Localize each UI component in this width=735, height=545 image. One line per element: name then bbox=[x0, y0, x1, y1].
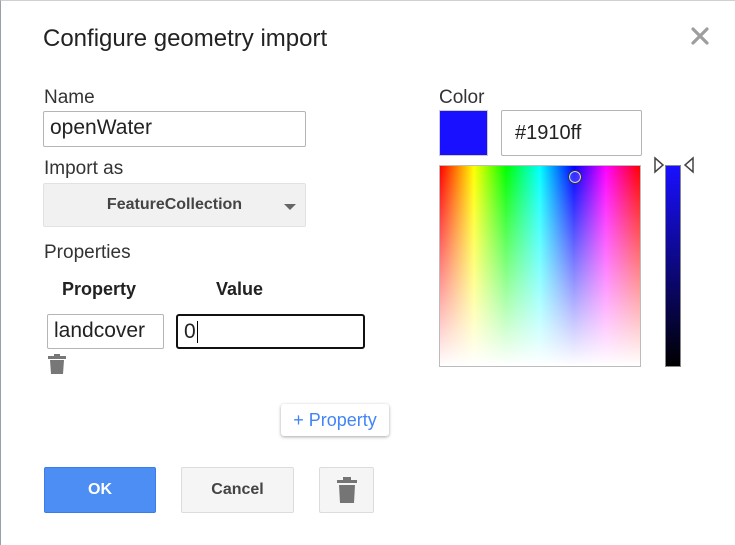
color-label: Color bbox=[439, 87, 485, 108]
delete-property-icon[interactable] bbox=[48, 354, 66, 374]
color-swatch[interactable] bbox=[439, 110, 488, 156]
property-name-input[interactable]: landcover bbox=[47, 314, 164, 349]
text-cursor bbox=[196, 321, 198, 344]
value-slider[interactable] bbox=[665, 165, 681, 367]
color-picker-handle[interactable] bbox=[568, 170, 582, 184]
slider-right-arrow-icon[interactable] bbox=[683, 156, 695, 174]
property-value-text: 0 bbox=[184, 320, 196, 343]
add-property-button[interactable]: + Property bbox=[281, 404, 389, 436]
ok-button[interactable]: OK bbox=[44, 467, 156, 513]
saturation-gradient bbox=[440, 166, 640, 366]
cancel-button[interactable]: Cancel bbox=[181, 467, 294, 513]
import-as-label: Import as bbox=[44, 158, 124, 179]
value-column-header: Value bbox=[216, 279, 264, 299]
trash-icon bbox=[336, 477, 357, 503]
property-column-header: Property bbox=[62, 279, 137, 299]
dialog-title: Configure geometry import bbox=[43, 25, 328, 52]
import-as-value: FeatureCollection bbox=[106, 196, 243, 213]
properties-label: Properties bbox=[44, 242, 131, 263]
name-input[interactable]: openWater bbox=[43, 111, 306, 147]
dropdown-arrow-icon bbox=[284, 204, 296, 210]
slider-left-arrow-icon[interactable] bbox=[653, 156, 665, 174]
name-label: Name bbox=[44, 87, 95, 108]
close-icon[interactable] bbox=[687, 23, 713, 49]
color-saturation-picker[interactable] bbox=[439, 165, 641, 367]
color-hex-input[interactable]: #1910ff bbox=[501, 110, 642, 156]
delete-button[interactable] bbox=[319, 467, 374, 513]
property-value-input[interactable]: 0 bbox=[176, 314, 365, 349]
import-as-select[interactable]: FeatureCollection bbox=[43, 183, 306, 227]
